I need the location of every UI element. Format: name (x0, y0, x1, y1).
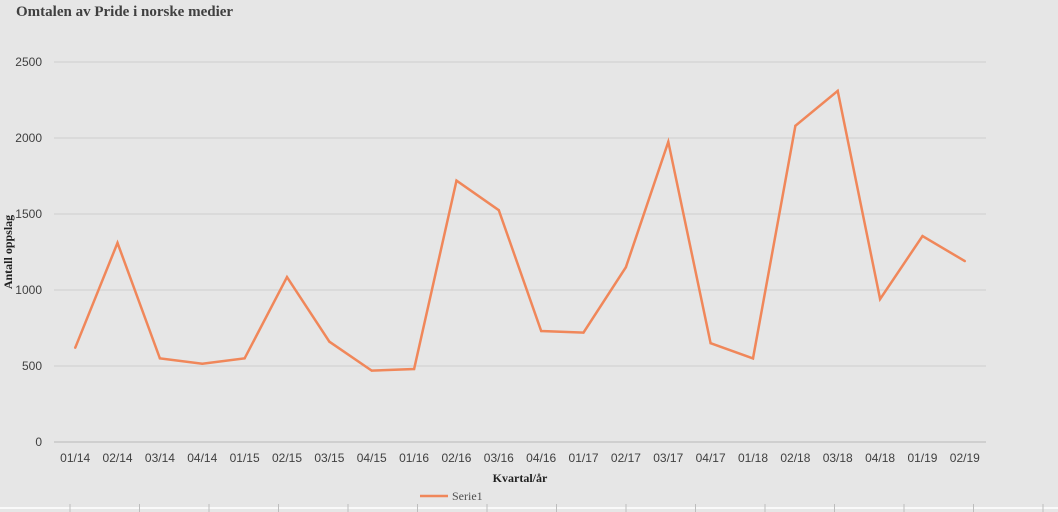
data-point (455, 179, 458, 182)
y-tick-label-500: 500 (22, 359, 42, 373)
x-tick-label-01-16: 01/16 (399, 451, 429, 465)
data-point (158, 357, 162, 360)
data-point (794, 124, 797, 128)
data-point (116, 241, 119, 245)
data-point (328, 340, 331, 343)
x-tick-label-04-16: 04/16 (526, 451, 556, 465)
x-tick-label-04-17: 04/17 (696, 451, 726, 465)
data-point (709, 342, 712, 345)
x-axis-ticks: 01/14 02/14 03/14 04/14 01/15 02/15 03/15 04/15… (60, 451, 980, 465)
legend: Serie1 (420, 489, 483, 503)
x-tick-label-02-17: 02/17 (611, 451, 641, 465)
x-tick-label-03-18: 03/18 (823, 451, 853, 465)
x-tick-label-01-17: 01/17 (569, 451, 599, 465)
series-line-0 (74, 88, 966, 372)
data-point (667, 140, 670, 143)
x-tick-label-02-19: 02/19 (950, 451, 980, 465)
data-point (921, 234, 924, 238)
x-tick-label-04-18: 04/18 (865, 451, 895, 465)
y-tick-label-2500: 2500 (15, 55, 42, 69)
data-point (370, 369, 373, 372)
data-point (243, 357, 246, 360)
data-point (497, 209, 501, 212)
x-tick-label-02-14: 02/14 (103, 451, 133, 465)
series-layer (73, 88, 967, 372)
data-point (624, 266, 628, 269)
x-tick-label-04-15: 04/15 (357, 451, 387, 465)
x-tick-label-01-15: 01/15 (230, 451, 260, 465)
legend-label-serie1: Serie1 (452, 489, 483, 503)
y-axis-title: Antall oppslag (1, 215, 15, 289)
chart-title: Omtalen av Pride i norske medier (16, 4, 234, 20)
data-point (73, 346, 77, 349)
x-axis-title: Kvartal/år (493, 471, 548, 485)
x-tick-label-01-19: 01/19 (907, 451, 937, 465)
gridlines (54, 61, 986, 443)
x-tick-label-03-14: 03/14 (145, 451, 175, 465)
y-tick-label-1000: 1000 (15, 283, 42, 297)
x-tick-label-03-15: 03/15 (314, 451, 344, 465)
data-point (963, 259, 967, 263)
x-tick-label-02-15: 02/15 (272, 451, 302, 465)
x-tick-label-04-14: 04/14 (187, 451, 217, 465)
data-point (201, 362, 204, 365)
data-point (582, 331, 585, 334)
data-point (539, 329, 543, 333)
x-tick-label-03-17: 03/17 (653, 451, 683, 465)
y-tick-label-0: 0 (35, 435, 42, 449)
x-tick-label-02-18: 02/18 (780, 451, 810, 465)
data-point (285, 275, 289, 279)
data-point (751, 357, 755, 360)
data-point (878, 297, 882, 301)
y-axis-ticks: 0 500 1000 1500 2000 2500 (15, 55, 42, 449)
data-point (836, 89, 839, 93)
y-tick-label-2000: 2000 (15, 131, 42, 145)
bottom-separators (0, 504, 1058, 512)
data-point (412, 367, 416, 371)
y-tick-label-1500: 1500 (15, 207, 42, 221)
x-tick-label-02-16: 02/16 (441, 451, 471, 465)
x-tick-label-03-16: 03/16 (484, 451, 514, 465)
x-tick-label-01-18: 01/18 (738, 451, 768, 465)
x-tick-label-01-14: 01/14 (60, 451, 90, 465)
